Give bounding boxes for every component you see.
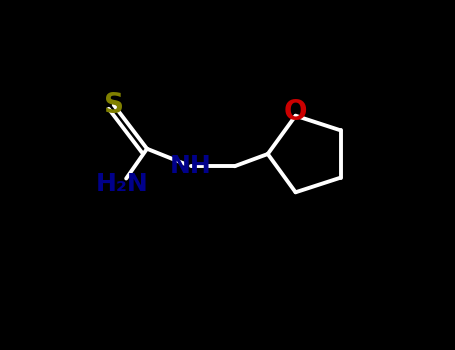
Text: S: S [104, 91, 124, 119]
Text: NH: NH [170, 154, 212, 178]
Text: O: O [284, 98, 307, 126]
Text: H₂N: H₂N [96, 172, 149, 196]
